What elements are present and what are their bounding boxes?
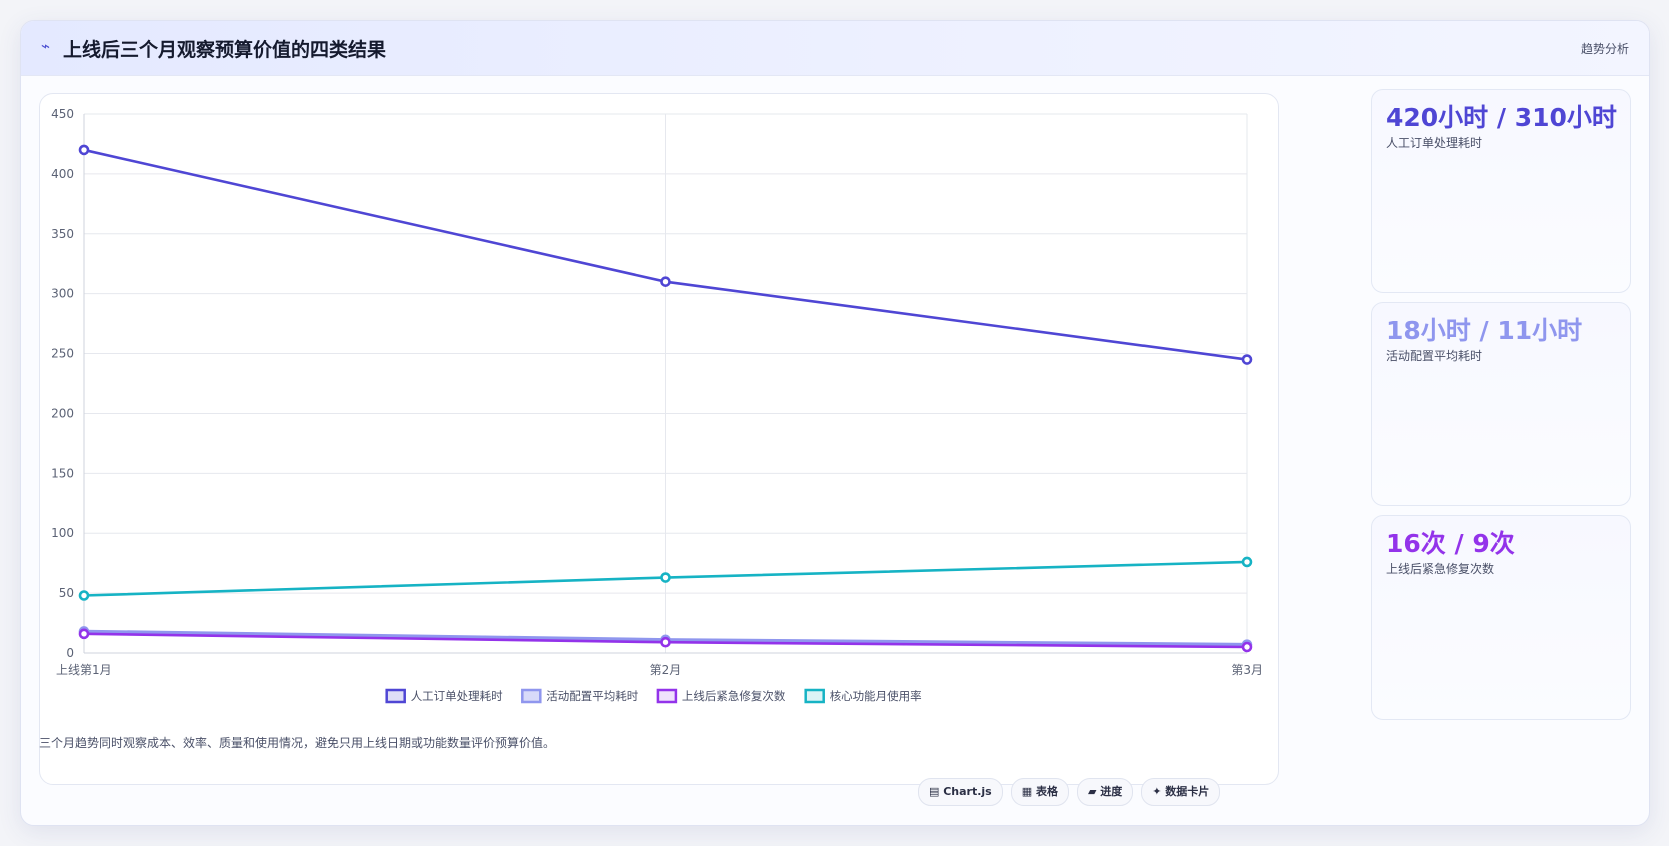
legend-label: 活动配置平均耗时	[546, 689, 638, 703]
page-title: 上线后三个月观察预算价值的四类结果	[63, 39, 387, 61]
tag-table[interactable]: ▦ 表格	[1010, 778, 1069, 806]
x-tick-label: 第2月	[650, 663, 682, 677]
kpi-card-config-time: 18小时 / 11小时 活动配置平均耗时	[1371, 302, 1631, 506]
y-axis-ticks: 0 50 100 150 200 250 300 350 400 450	[51, 107, 74, 660]
kpi-card-hotfix-count: 16次 / 9次 上线后紧急修复次数	[1371, 515, 1631, 720]
y-tick-label: 400	[51, 167, 74, 181]
y-tick-label: 350	[51, 227, 74, 241]
kpi-value: 16次 / 9次	[1386, 529, 1515, 558]
data-point	[1241, 354, 1253, 365]
tag-data-card[interactable]: ✦ 数据卡片	[1141, 778, 1221, 806]
x-tick-label: 第3月	[1231, 663, 1263, 677]
x-tick-label: 上线第1月	[56, 663, 112, 677]
legend-swatch	[804, 688, 825, 704]
series-layer	[78, 144, 1253, 653]
dashboard-card: ⌁ 上线后三个月观察预算价值的四类结果 趋势分析 0 50 100 150 200 250…	[20, 20, 1650, 826]
y-tick-label: 200	[51, 406, 74, 420]
footer-note: 三个月趋势同时观察成本、效率、质量和使用情况，避免只用上线日期或功能数量评价预算…	[39, 736, 556, 750]
legend-swatch	[385, 688, 406, 704]
tag-progress[interactable]: ▰ 进度	[1076, 778, 1134, 806]
legend-label: 上线后紧急修复次数	[682, 689, 786, 703]
data-point	[1241, 641, 1253, 653]
kpi-card-order-time: 420小时 / 310小时 人工订单处理耗时	[1371, 89, 1631, 293]
y-tick-label: 300	[51, 287, 74, 301]
grid-layer	[83, 113, 1248, 654]
y-tick-label: 150	[51, 466, 74, 480]
legend: 人工订单处理耗时 活动配置平均耗时 上线后紧急修复次数 核心功能月使用率	[385, 688, 922, 704]
y-tick-label: 250	[51, 347, 74, 361]
trend-analysis-label: 趋势分析	[1580, 42, 1629, 56]
legend-label: 核心功能月使用率	[830, 689, 922, 703]
data-point	[78, 144, 90, 156]
legend-swatch	[521, 688, 542, 704]
x-axis-ticks: 上线第1月 第2月 第3月	[56, 663, 1263, 677]
kpi-label: 人工订单处理耗时	[1386, 136, 1483, 150]
tag-list: ▤ Chart.js ▦ 表格 ▰ 进度 ✦ 数据卡片	[918, 778, 1221, 806]
y-tick-label: 100	[51, 526, 74, 540]
legend-swatch	[656, 688, 678, 704]
data-point	[78, 628, 90, 640]
data-point	[660, 572, 671, 583]
kpi-label: 上线后紧急修复次数	[1386, 562, 1495, 576]
data-point	[1241, 556, 1253, 568]
tag-chartjs[interactable]: ▤ Chart.js	[918, 778, 1003, 806]
kpi-value: 18小时 / 11小时	[1386, 316, 1583, 345]
kpi-label: 活动配置平均耗时	[1386, 349, 1483, 363]
y-tick-label: 0	[66, 646, 74, 660]
trend-icon: ⌁	[41, 37, 51, 55]
y-tick-label: 450	[51, 107, 74, 121]
data-point	[78, 590, 90, 601]
y-tick-label: 50	[59, 586, 74, 600]
data-point	[660, 276, 671, 287]
kpi-value: 420小时 / 310小时	[1386, 103, 1617, 132]
data-point	[660, 636, 671, 648]
legend-label: 人工订单处理耗时	[411, 689, 503, 703]
card-header: ⌁ 上线后三个月观察预算价值的四类结果 趋势分析	[21, 21, 1649, 76]
chart-panel: 0 50 100 150 200 250 300 350 400 450 上线第1月 第2月 第3月 …	[39, 93, 1279, 785]
